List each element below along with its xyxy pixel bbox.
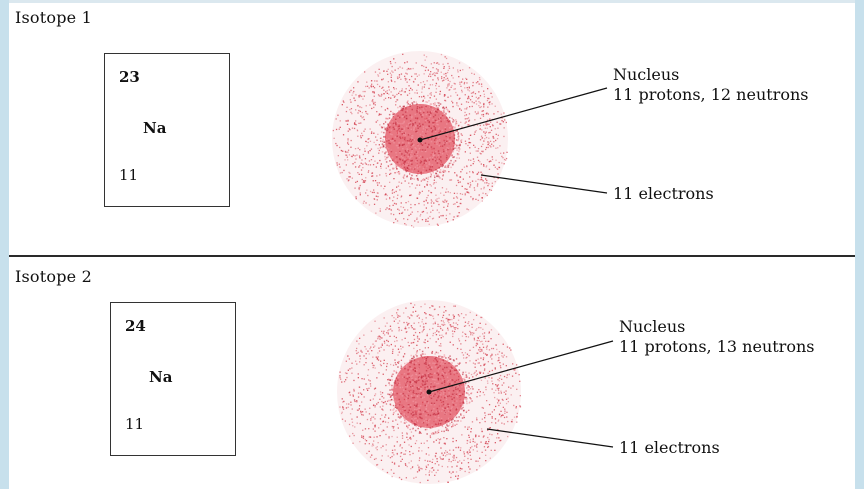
isotope-1-atomic-number: 11: [119, 166, 139, 184]
isotope-1-element-box: 23 Na 11: [104, 53, 230, 207]
isotope-2-element-symbol: Na: [149, 368, 173, 386]
isotope-2-composition-label: 11 protons, 13 neutrons: [619, 337, 815, 356]
isotope-1-nucleus-pointer-line: [419, 87, 608, 141]
isotope-2-nucleus-pointer-dot: [426, 389, 432, 395]
isotope-2-atomic-number: 11: [125, 415, 145, 433]
isotope-2-atom-diagram: [337, 300, 614, 484]
isotope-2-electrons-label: 11 electrons: [619, 438, 720, 457]
isotope-2-mass-number: 24: [125, 317, 146, 335]
isotope-2-element-box: 24 Na 11: [110, 302, 236, 456]
isotope-1-nucleus-pointer-dot: [417, 137, 423, 143]
isotope-1-electrons-pointer-line: [480, 174, 608, 194]
isotope-2-panel: Isotope 2 24 Na 11 Nucleus 11 protons, 1…: [9, 257, 855, 489]
isotope-1-atom-diagram: [332, 51, 608, 228]
left-side-bar: [0, 0, 9, 489]
top-strip: [0, 0, 864, 3]
isotope-2-title: Isotope 2: [15, 267, 93, 286]
right-side-bar: [855, 0, 864, 489]
isotope-1-electrons-label: 11 electrons: [613, 184, 714, 203]
isotope-2-nucleus-pointer-line: [428, 340, 614, 393]
isotope-1-mass-number: 23: [119, 68, 140, 86]
isotope-1-composition-label: 11 protons, 12 neutrons: [613, 85, 809, 104]
isotope-1-title: Isotope 1: [15, 8, 93, 27]
isotope-1-nucleus-label: Nucleus: [613, 65, 680, 84]
isotope-2-nucleus-label: Nucleus: [619, 317, 686, 336]
isotope-1-element-symbol: Na: [143, 119, 167, 137]
isotope-1-panel: Isotope 1 23 Na 11 Nucleus 11 protons, 1…: [9, 3, 855, 255]
isotope-2-electrons-pointer-line: [486, 428, 614, 448]
panel-divider: [9, 255, 855, 257]
